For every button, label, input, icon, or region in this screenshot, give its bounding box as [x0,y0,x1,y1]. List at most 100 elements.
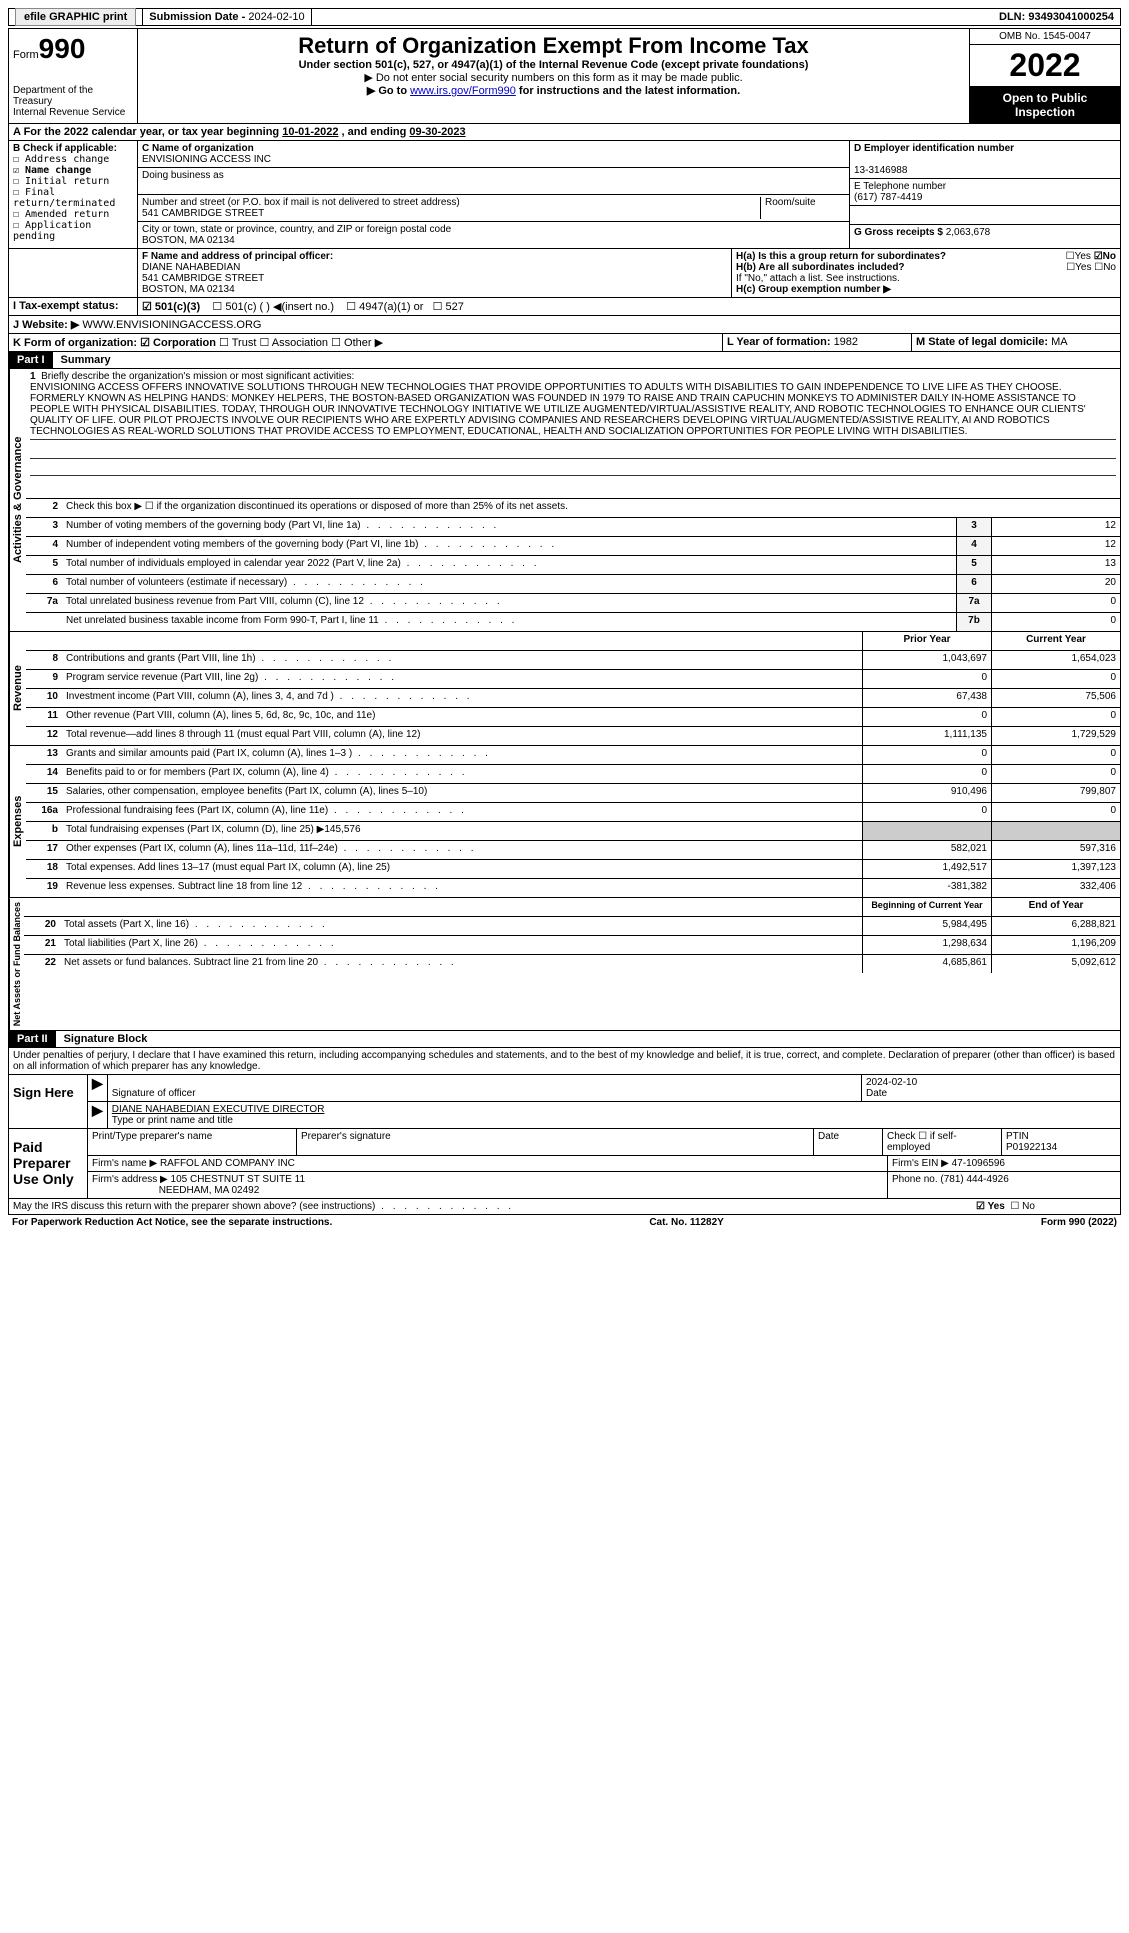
box-d-g: D Employer identification number13-31469… [850,141,1120,248]
curr-17: 597,316 [991,841,1120,859]
end-21: 1,196,209 [991,936,1120,954]
prior-8: 1,043,697 [862,651,991,669]
ein: 13-3146988 [854,165,907,176]
val-6: 20 [991,575,1120,593]
tab-revenue: Revenue [9,632,26,745]
end-20: 6,288,821 [991,917,1120,935]
dept-treasury: Department of the Treasury [13,85,133,107]
curr-12: 1,729,529 [991,727,1120,745]
curr-15: 799,807 [991,784,1120,802]
box-c: C Name of organization ENVISIONING ACCES… [138,141,850,248]
revenue-section: Revenue Prior YearCurrent Year 8Contribu… [8,632,1121,746]
discuss-yes[interactable]: ☑ Yes [976,1201,1005,1212]
discuss-row: May the IRS discuss this return with the… [8,1199,1121,1215]
curr-16b [991,822,1120,840]
tab-expenses: Expenses [9,746,26,897]
expenses-section: Expenses 13Grants and similar amounts pa… [8,746,1121,898]
prior-12: 1,111,135 [862,727,991,745]
top-bar: efile GRAPHIC print Submission Date - 20… [8,8,1121,26]
begin-20: 5,984,495 [862,917,991,935]
website: WWW.ENVISIONINGACCESS.ORG [82,319,261,331]
open-to-public: Open to Public Inspection [970,87,1120,123]
submission-date: Submission Date - 2024-02-10 [143,9,311,25]
net-assets-section: Net Assets or Fund Balances Beginning of… [8,898,1121,1031]
box-h: H(a) Is this a group return for subordin… [732,249,1120,297]
curr-8: 1,654,023 [991,651,1120,669]
line-4: Number of independent voting members of … [62,537,956,555]
begin-21: 1,298,634 [862,936,991,954]
org-name: ENVISIONING ACCESS INC [142,154,271,165]
ssn-note: ▶ Do not enter social security numbers o… [142,71,965,84]
prior-9: 0 [862,670,991,688]
info-grid: B Check if applicable: ☐ Address change … [8,141,1121,249]
phone: (617) 787-4419 [854,192,922,203]
tab-net-assets: Net Assets or Fund Balances [9,898,24,1030]
cb-address-change[interactable]: ☐ Address change [13,154,109,165]
curr-10: 75,506 [991,689,1120,707]
cb-4947[interactable]: ☐ 4947(a)(1) or [346,301,423,313]
hb-yes[interactable]: ☐Yes [1066,262,1091,273]
val-7a: 0 [991,594,1120,612]
cb-corp[interactable]: ☑ Corporation [140,337,216,349]
hb-no[interactable]: ☐No [1094,262,1116,273]
prior-15: 910,496 [862,784,991,802]
form-title: Return of Organization Exempt From Incom… [142,33,965,59]
form-number: 990 [39,33,86,64]
curr-19: 332,406 [991,879,1120,897]
prior-14: 0 [862,765,991,783]
dln: DLN: 93493041000254 [993,9,1120,25]
cb-application-pending[interactable]: ☐ Application pending [13,220,91,242]
firm-phone: (781) 444-4926 [940,1174,1008,1185]
curr-18: 1,397,123 [991,860,1120,878]
state-domicile: MA [1051,336,1068,348]
irs-link[interactable]: www.irs.gov/Form990 [410,85,516,97]
cb-trust[interactable]: ☐ Trust [219,337,256,349]
form-header: Form990 Department of the Treasury Inter… [8,28,1121,124]
cb-527[interactable]: ☐ 527 [433,301,464,313]
line-5: Total number of individuals employed in … [62,556,956,574]
prior-19: -381,382 [862,879,991,897]
prior-16a: 0 [862,803,991,821]
line-6: Total number of volunteers (estimate if … [62,575,956,593]
val-5: 13 [991,556,1120,574]
firm-address-1: 105 CHESTNUT ST SUITE 11 [171,1174,306,1185]
box-b: B Check if applicable: ☐ Address change … [9,141,138,248]
prior-13: 0 [862,746,991,764]
line-3: Number of voting members of the governin… [62,518,956,536]
efile-print-button[interactable]: efile GRAPHIC print [15,8,136,26]
mission-text: ENVISIONING ACCESS OFFERS INNOVATIVE SOL… [30,382,1116,440]
cb-501c[interactable]: ☐ 501(c) ( ) ◀(insert no.) [212,301,334,313]
firm-ein: 47-1096596 [952,1158,1005,1169]
ha-yes[interactable]: ☐Yes [1066,251,1091,262]
cb-self-employed[interactable]: Check ☐ if self-employed [883,1129,1002,1155]
curr-11: 0 [991,708,1120,726]
val-3: 12 [991,518,1120,536]
sig-date: 2024-02-10 [866,1077,917,1088]
ptin: P01922134 [1006,1142,1057,1153]
page-footer: For Paperwork Reduction Act Notice, see … [8,1215,1121,1230]
cb-other[interactable]: ☐ Other ▶ [331,337,383,349]
begin-22: 4,685,861 [862,955,991,973]
box-klm: K Form of organization: ☑ Corporation ☐ … [8,334,1121,352]
curr-16a: 0 [991,803,1120,821]
cb-final-return[interactable]: ☐ Final return/terminated [13,187,115,209]
cb-initial-return[interactable]: ☐ Initial return [13,176,109,187]
prior-16b [862,822,991,840]
curr-13: 0 [991,746,1120,764]
tax-period: A For the 2022 calendar year, or tax yea… [8,124,1121,141]
paid-preparer-block: Paid Preparer Use Only Print/Type prepar… [8,1129,1121,1199]
cb-assoc[interactable]: ☐ Association [259,337,328,349]
discuss-no[interactable]: ☐ No [1010,1201,1035,1212]
officer-name: DIANE NAHABEDIAN EXECUTIVE DIRECTOR [112,1104,325,1115]
line-2: Check this box ▶ ☐ if the organization d… [62,499,1120,517]
part1-header: Part I Summary [8,352,1121,369]
f-h-row: F Name and address of principal officer:… [8,249,1121,298]
cb-501c3[interactable]: ☑ 501(c)(3) [142,301,200,313]
ha-no[interactable]: ☑No [1094,251,1116,262]
room-suite: Room/suite [760,197,845,219]
cb-amended-return[interactable]: ☐ Amended return [13,209,109,220]
line-7b: Net unrelated business taxable income fr… [62,613,956,631]
cb-name-change[interactable]: ☑ Name change [13,165,91,176]
end-22: 5,092,612 [991,955,1120,973]
year-formation: 1982 [834,336,858,348]
